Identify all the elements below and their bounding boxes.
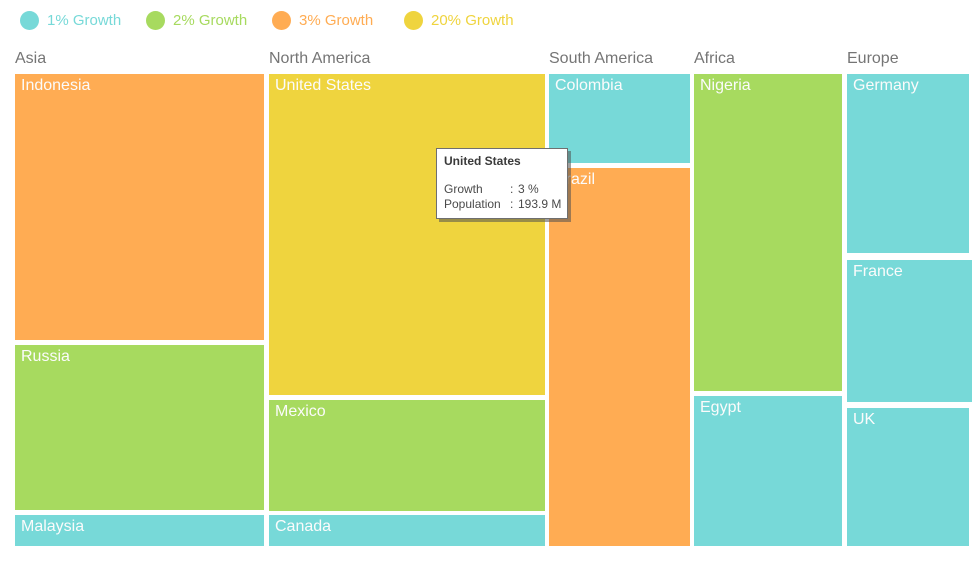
tile-label: Indonesia xyxy=(21,77,91,94)
tooltip-row-population: Population : 193.9 M xyxy=(444,197,562,212)
tile-germany[interactable]: Germany xyxy=(847,74,969,253)
legend-dot-icon xyxy=(146,10,165,30)
legend-item-1pct-growth[interactable]: 1% Growth xyxy=(20,10,121,30)
legend-label: 1% Growth xyxy=(47,11,122,29)
tile-colombia[interactable]: Colombia xyxy=(549,74,690,163)
group-header-africa: Africa xyxy=(694,50,735,67)
tile-egypt[interactable]: Egypt xyxy=(694,396,842,546)
tile-united-states[interactable]: United States xyxy=(269,74,545,395)
tooltip-row-separator: : xyxy=(510,182,514,196)
tile-label: Malaysia xyxy=(21,518,85,535)
tile-label: Canada xyxy=(275,518,332,535)
tooltip-row-separator: : xyxy=(510,197,514,211)
tooltip-row-label: Growth xyxy=(444,182,483,196)
tile-label: France xyxy=(853,263,903,280)
tile-label: UK xyxy=(853,411,876,428)
tile-france[interactable]: France xyxy=(847,260,972,402)
legend-item-20pct-growth[interactable]: 20% Growth xyxy=(404,10,514,30)
tooltip-title: United States xyxy=(444,154,521,168)
tooltip-row-value: 3 % xyxy=(518,182,539,196)
group-header-asia: Asia xyxy=(15,50,47,67)
legend-item-3pct-growth[interactable]: 3% Growth xyxy=(272,10,373,30)
tile-indonesia[interactable]: Indonesia xyxy=(15,74,264,340)
group-header-europe: Europe xyxy=(847,50,899,67)
tile-label: Egypt xyxy=(700,399,741,416)
legend-dot-icon xyxy=(20,10,39,30)
tile-label: Nigeria xyxy=(700,77,751,94)
tile-nigeria[interactable]: Nigeria xyxy=(694,74,842,391)
tile-brazil[interactable]: Brazil xyxy=(549,168,690,546)
tooltip-row-label: Population xyxy=(444,197,501,211)
tooltip: United States Growth : 3 % Population : … xyxy=(436,148,568,219)
tile-label: Colombia xyxy=(555,77,623,94)
legend-dot-icon xyxy=(272,10,291,30)
group-header-south-america: South America xyxy=(549,50,654,67)
tile-label: Brazil xyxy=(555,171,596,188)
tile-mexico[interactable]: Mexico xyxy=(269,400,545,511)
legend-label: 3% Growth xyxy=(299,11,374,29)
legend-label: 2% Growth xyxy=(173,11,248,29)
tooltip-row-growth: Growth : 3 % xyxy=(444,182,560,197)
tile-uk[interactable]: UK xyxy=(847,408,969,546)
legend-dot-icon xyxy=(404,10,423,30)
tile-label: United States xyxy=(275,77,372,94)
tile-canada[interactable]: Canada xyxy=(269,515,545,546)
tile-label: Germany xyxy=(853,77,919,94)
group-header-north-america: North America xyxy=(269,50,371,67)
legend-item-2pct-growth[interactable]: 2% Growth xyxy=(146,10,247,30)
tile-label: Mexico xyxy=(275,403,326,420)
tile-label: Russia xyxy=(21,348,70,365)
tile-malaysia[interactable]: Malaysia xyxy=(15,515,264,546)
legend-label: 20% Growth xyxy=(431,11,514,29)
tooltip-row-value: 193.9 M xyxy=(518,197,562,211)
tile-russia[interactable]: Russia xyxy=(15,345,264,510)
